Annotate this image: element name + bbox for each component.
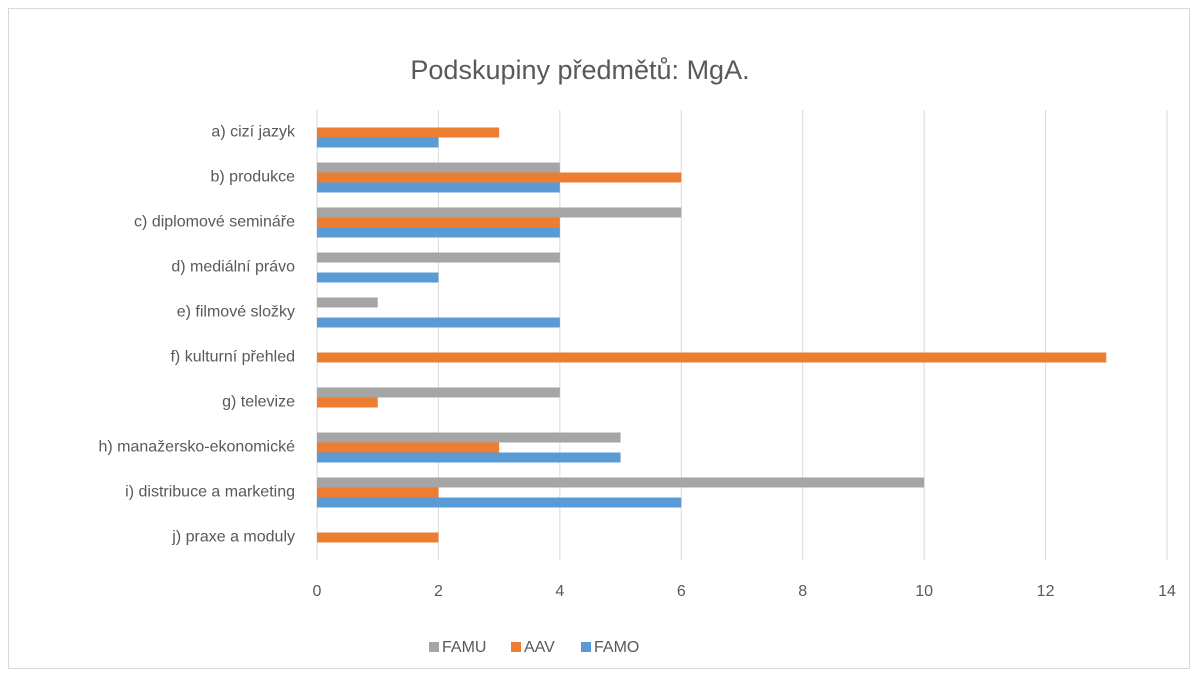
y-tick-label: e) filmové složky xyxy=(177,304,295,321)
x-tick-label: 4 xyxy=(555,583,564,600)
bar xyxy=(317,227,560,238)
bar xyxy=(317,487,439,498)
chart-border xyxy=(8,8,1190,669)
legend-label: AAV xyxy=(524,639,555,656)
bar xyxy=(317,532,439,543)
x-tick-label: 2 xyxy=(434,583,443,600)
bar xyxy=(317,252,560,263)
bar xyxy=(317,162,560,173)
y-tick-label: i) distribuce a marketing xyxy=(125,484,295,501)
bar xyxy=(317,272,439,283)
y-tick-label: h) manažersko-ekonomické xyxy=(98,439,295,456)
bar xyxy=(317,477,925,488)
legend-swatch xyxy=(581,642,591,652)
legend-swatch xyxy=(429,642,439,652)
x-tick-label: 0 xyxy=(313,583,322,600)
bar xyxy=(317,432,621,443)
bar xyxy=(317,137,439,148)
legend-label: FAMO xyxy=(594,639,639,656)
bar xyxy=(317,497,682,508)
bar xyxy=(317,127,500,138)
y-tick-label: g) televize xyxy=(222,394,295,411)
y-tick-label: j) praxe a moduly xyxy=(171,529,295,546)
bar xyxy=(317,217,560,228)
bar xyxy=(317,397,378,408)
bar xyxy=(317,317,560,328)
bar xyxy=(317,207,682,218)
x-tick-label: 12 xyxy=(1037,583,1055,600)
bar xyxy=(317,352,1107,363)
y-tick-label: f) kulturní přehled xyxy=(170,349,295,366)
y-tick-label: b) produkce xyxy=(211,169,296,186)
legend-swatch xyxy=(511,642,521,652)
bar xyxy=(317,442,500,453)
bar xyxy=(317,297,378,308)
bar xyxy=(317,452,621,463)
bar xyxy=(317,387,560,398)
x-tick-label: 14 xyxy=(1158,583,1176,600)
x-tick-label: 10 xyxy=(915,583,933,600)
bar xyxy=(317,172,682,183)
chart-title: Podskupiny předmětů: MgA. xyxy=(410,55,749,85)
x-tick-label: 6 xyxy=(677,583,686,600)
legend-label: FAMU xyxy=(442,639,486,656)
x-tick-label: 8 xyxy=(798,583,807,600)
y-tick-label: c) diplomové semináře xyxy=(134,214,295,231)
y-tick-label: d) mediální právo xyxy=(171,259,295,276)
bar xyxy=(317,182,560,193)
y-tick-label: a) cizí jazyk xyxy=(211,124,296,141)
